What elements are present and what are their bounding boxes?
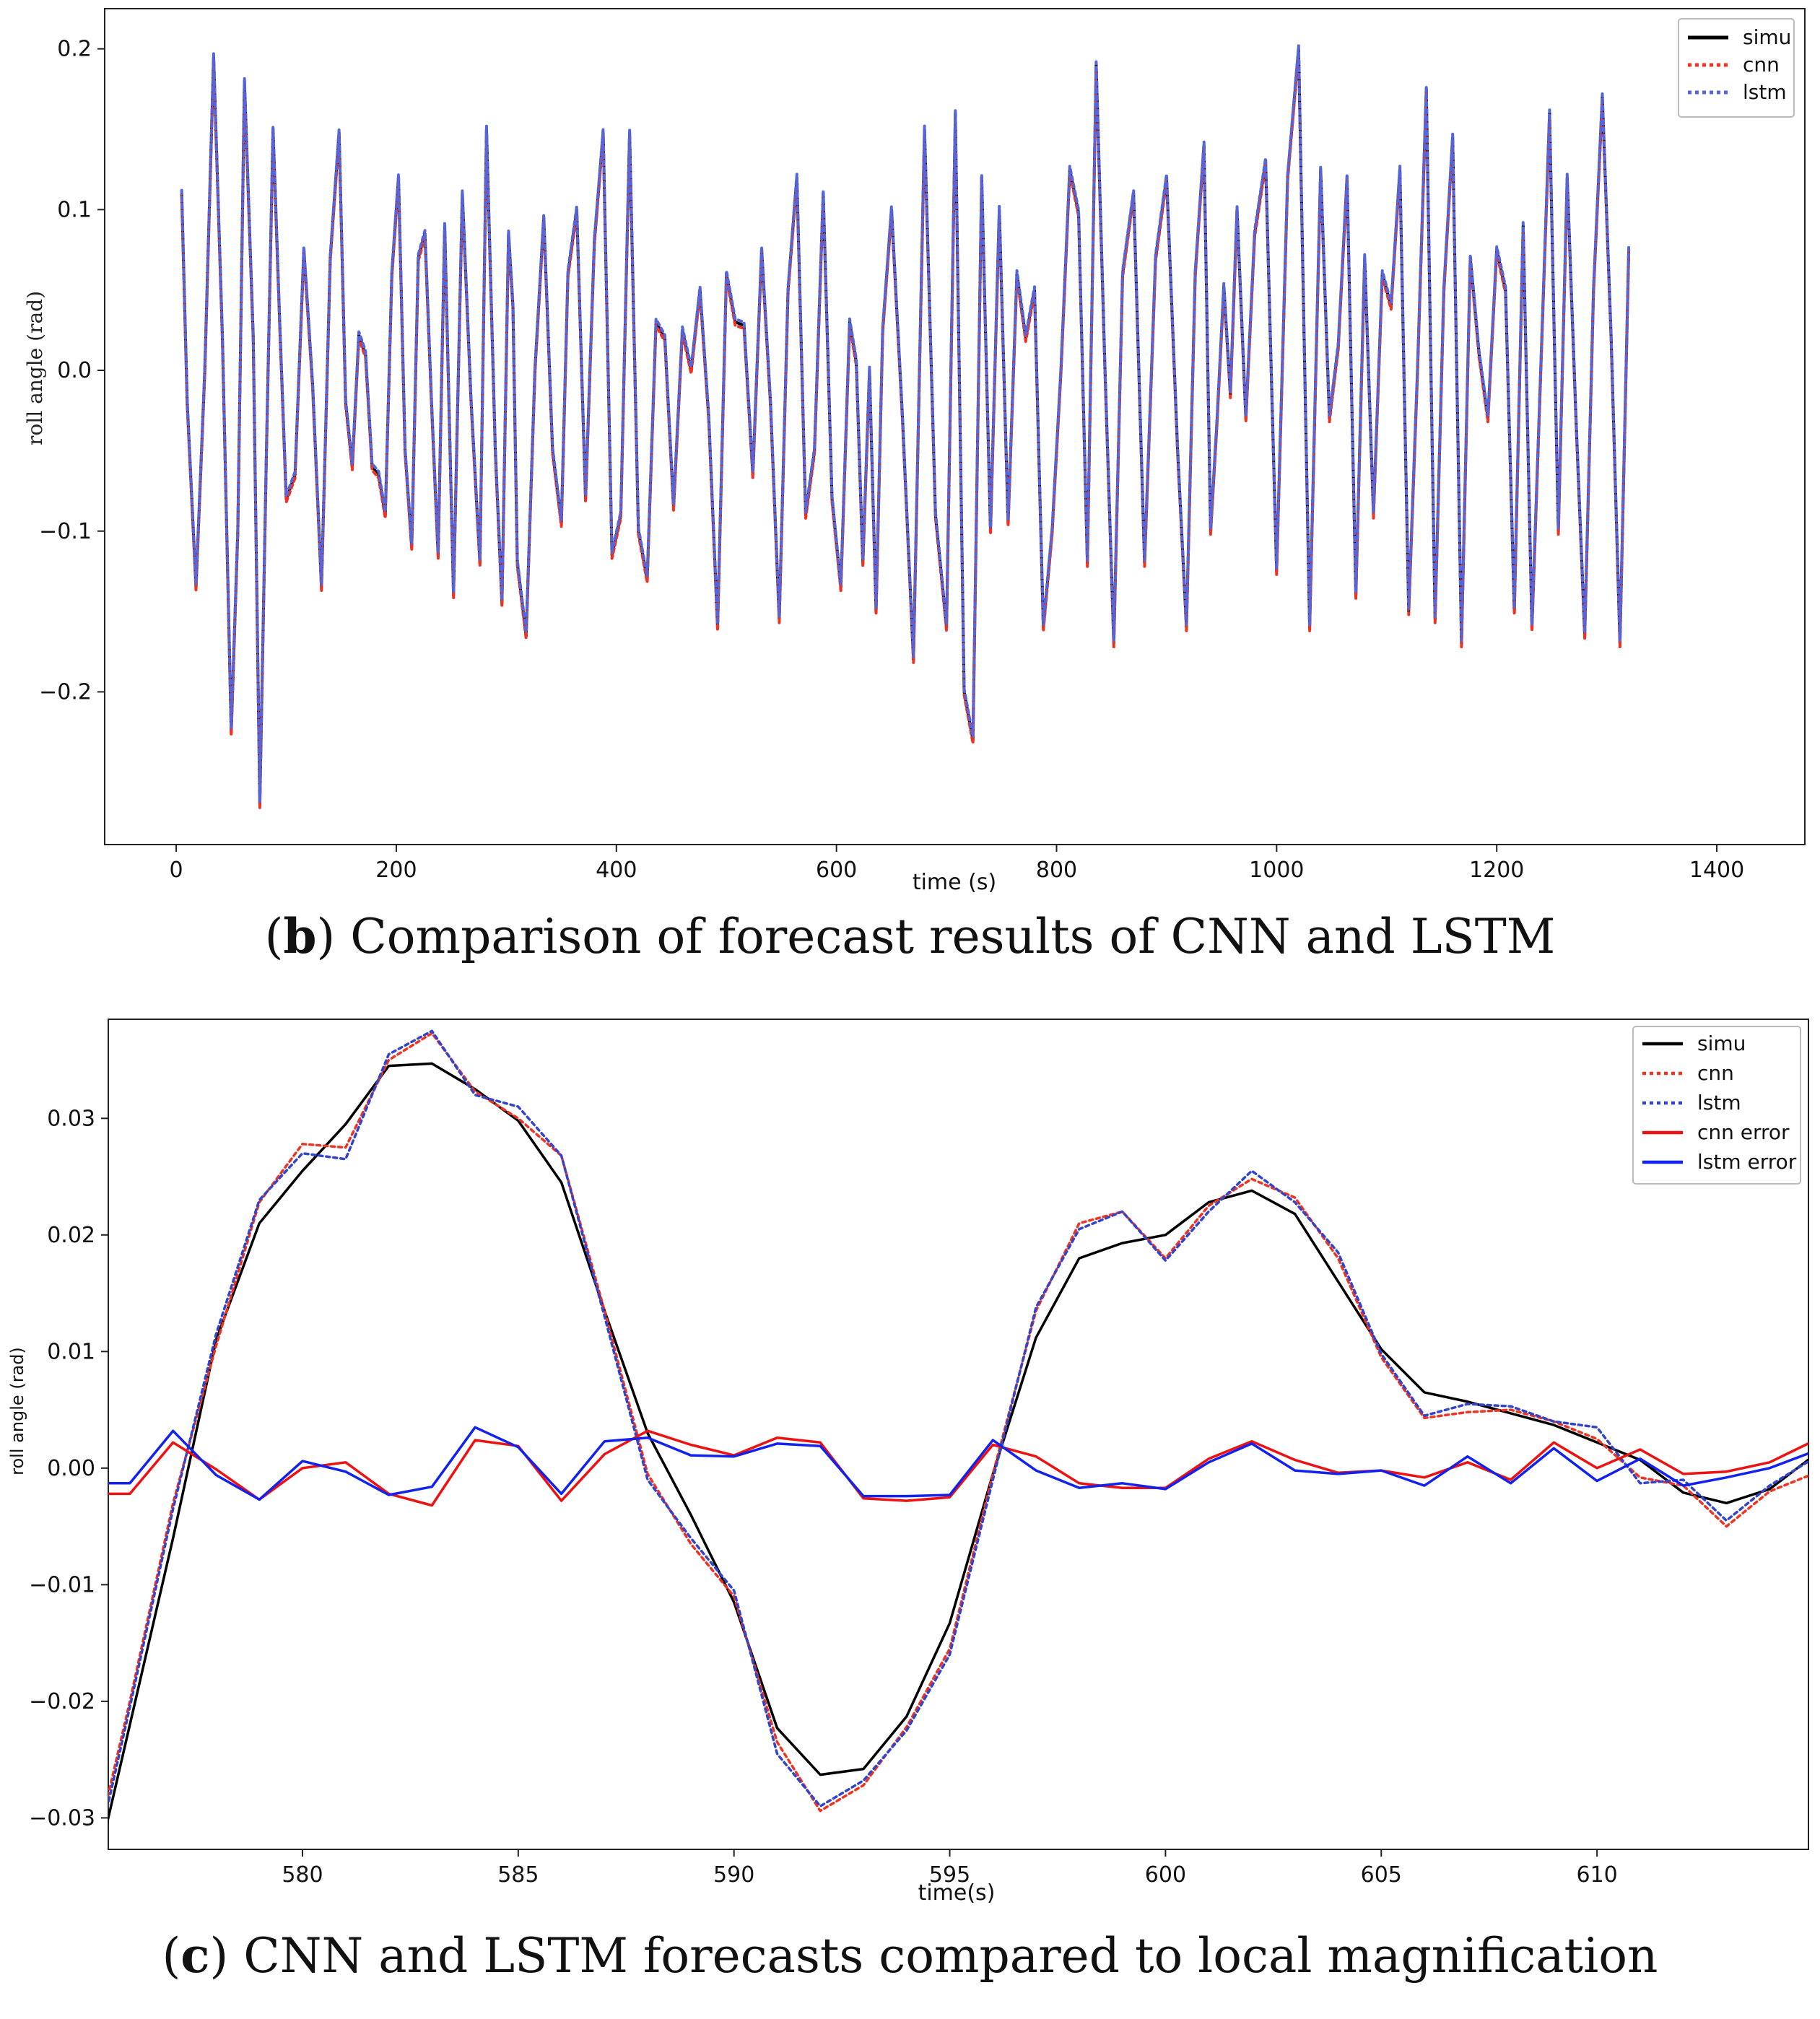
legend-label-simu: simu xyxy=(1697,1032,1746,1055)
x-tick-label: 585 xyxy=(497,1862,539,1888)
legend-label-cnn: cnn xyxy=(1743,53,1780,77)
legend-label-lstm: lstm xyxy=(1697,1091,1741,1115)
legend: simu cnn lstm xyxy=(1678,18,1795,118)
x-tick-label: 610 xyxy=(1576,1862,1617,1888)
y-tick-label: 0.0 xyxy=(57,358,92,383)
y-tick-label: −0.01 xyxy=(29,1572,95,1597)
legend: simu cnn lstm cnn error lstm error xyxy=(1632,1026,1801,1185)
series-line-cnn xyxy=(108,1032,1808,1813)
y-tick-label: 0.2 xyxy=(57,37,92,62)
series-line-simu xyxy=(180,47,1631,806)
x-tick-label: 400 xyxy=(596,858,637,883)
y-tick-label: 0.01 xyxy=(47,1339,95,1364)
y-tick-label: −0.2 xyxy=(39,679,92,705)
caption-text: Comparison of forecast results of CNN an… xyxy=(350,909,1556,964)
x-tick-label: 1200 xyxy=(1469,858,1524,883)
series-line-lstm xyxy=(108,1029,1808,1810)
x-tick-label: 605 xyxy=(1361,1862,1402,1888)
chart-c: 580 585 590 595 600 605 610 0.03 0.02 0.01 0.00 −0… xyxy=(7,1019,1809,1906)
x-tick-label: 0 xyxy=(170,858,183,883)
x-tick-label: 580 xyxy=(282,1862,323,1888)
legend-label-cnn-error: cnn error xyxy=(1697,1120,1790,1144)
series-line-lstm-error xyxy=(108,1426,1808,1501)
series-line-lstm xyxy=(180,44,1631,803)
legend-label-lstm-error: lstm error xyxy=(1697,1150,1797,1174)
caption-letter: b xyxy=(283,908,317,964)
y-tick-label: −0.1 xyxy=(39,519,92,544)
x-tick-label: 800 xyxy=(1036,858,1077,883)
legend-label-cnn: cnn xyxy=(1697,1061,1734,1085)
x-tick-label: 600 xyxy=(816,858,857,883)
caption-text: CNN and LSTM forecasts compared to local… xyxy=(243,1928,1658,1984)
y-tick-label: −0.02 xyxy=(29,1689,95,1714)
x-tick-label: 590 xyxy=(713,1862,754,1888)
panel-c: 580 585 590 595 600 605 610 0.03 0.02 0.01 0.00 −0… xyxy=(0,989,1820,2019)
plot-frame xyxy=(108,1019,1809,1850)
x-tick-label: 595 xyxy=(929,1862,970,1888)
chart-b: 0 200 400 600 800 1000 1200 1400 0.2 0.1 0.0 −0.1 −… xyxy=(23,8,1806,895)
x-tick-label: 1000 xyxy=(1249,858,1304,883)
y-axis-label: roll angle (rad) xyxy=(7,1347,27,1475)
plot-frame xyxy=(104,8,1806,845)
x-tick-label: 600 xyxy=(1145,1862,1186,1888)
legend-label-lstm: lstm xyxy=(1743,80,1787,104)
y-axis-label: roll angle (rad) xyxy=(23,291,47,445)
caption-c: (c) CNN and LSTM forecasts compared to l… xyxy=(162,1927,1658,1984)
x-tick-label: 200 xyxy=(375,858,417,883)
x-axis-label: time (s) xyxy=(913,870,996,895)
y-tick-label: −0.03 xyxy=(29,1805,95,1831)
x-tick-label: 1400 xyxy=(1689,858,1744,883)
panel-b: 0 200 400 600 800 1000 1200 1400 0.2 0.1 0.0 −0.1 −… xyxy=(0,0,1820,989)
caption-letter: c xyxy=(180,1927,210,1984)
series-line-cnn-error xyxy=(108,1429,1808,1507)
series-line-simu xyxy=(108,1062,1808,1824)
legend-label-simu: simu xyxy=(1743,25,1791,49)
y-tick-label: 0.02 xyxy=(47,1223,95,1248)
caption-b: (b) Comparison of forecast results of CN… xyxy=(264,908,1556,964)
x-axis-label: time(s) xyxy=(918,1880,996,1906)
y-tick-label: 0.00 xyxy=(47,1456,95,1481)
series-line-cnn xyxy=(180,51,1631,809)
y-tick-label: 0.1 xyxy=(57,197,92,222)
y-tick-label: 0.03 xyxy=(47,1106,95,1131)
